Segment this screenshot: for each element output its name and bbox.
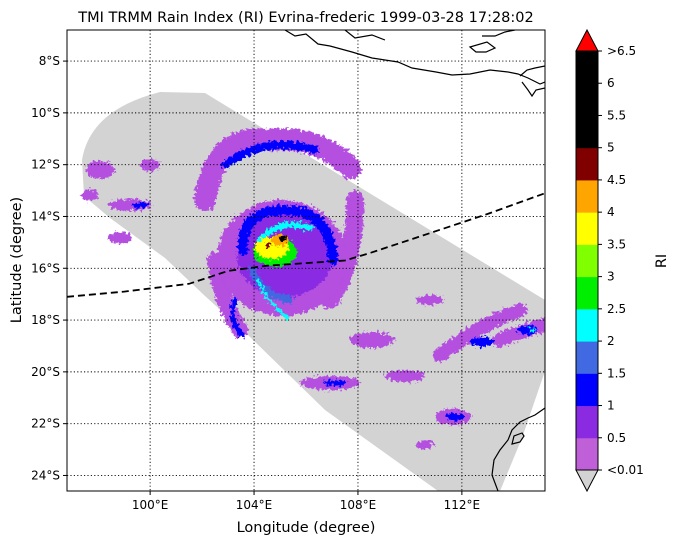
x-tick-label: 108°E — [340, 498, 377, 512]
colorbar-bin — [576, 308, 598, 342]
lat-lon-grid — [67, 30, 545, 491]
x-tick-label: 100°E — [132, 498, 169, 512]
colorbar-bin — [576, 405, 598, 439]
colorbar-tick-label: 2 — [607, 334, 615, 348]
storm-track — [67, 192, 545, 298]
colorbar-tick-label: 4.5 — [607, 173, 626, 187]
colorbar-tick-label: 5.5 — [607, 108, 626, 122]
colorbar-label: RI — [654, 254, 670, 268]
colorbar-over-triangle — [575, 28, 599, 52]
y-tick-label: 22°S — [31, 417, 60, 431]
colorbar-tick-label: 1.5 — [607, 366, 626, 380]
colorbar-tick-label: 0.5 — [607, 431, 626, 445]
y-tick-label: 18°S — [31, 313, 60, 327]
y-tick-label: 14°S — [31, 209, 60, 223]
colorbar-tick-label: 3 — [607, 270, 615, 284]
colorbar-bin — [576, 115, 598, 149]
colorbar-tick-label: 1 — [607, 399, 615, 413]
colorbar-bin — [576, 341, 598, 374]
colorbar-tick-label: 3.5 — [607, 237, 626, 251]
colorbar-top-label: >6.5 — [607, 44, 636, 58]
colorbar-tick-label: <0.01 — [607, 463, 644, 477]
colorbar-tick-label: 4 — [607, 205, 615, 219]
latitude-ticks: 8°S 10°S 12°S 14°S 16°S 18°S 20°S 22°S 24°S — [31, 54, 67, 482]
colorbar-tick-label: 5 — [607, 141, 615, 155]
y-tick-label: 12°S — [31, 158, 60, 172]
colorbar-bin — [576, 437, 598, 471]
map-axes — [66, 29, 546, 492]
colorbar-tick-label: 6 — [607, 76, 615, 90]
colorbar: <0.01 0.5 1 1.5 2 2.5 3 3.5 4 4.5 5 5.5 6 >6.5 RI — [575, 28, 670, 493]
colorbar-bin — [576, 373, 598, 407]
x-axis-label: Longitude (degree) — [237, 520, 376, 536]
longitude-ticks: 100°E 104°E 108°E 112°E — [132, 491, 480, 512]
colorbar-bin — [576, 179, 598, 213]
colorbar-bin — [576, 147, 598, 181]
coastlines — [284, 30, 545, 491]
y-tick-label: 10°S — [31, 106, 60, 120]
colorbar-under-triangle — [575, 469, 599, 493]
colorbar-bin — [576, 244, 598, 278]
chart-title: TMI TRMM Rain Index (RI) Evrina-frederic… — [77, 10, 534, 26]
rain-field — [82, 128, 545, 449]
colorbar-tick-label: 2.5 — [607, 302, 626, 316]
colorbar-bin — [576, 51, 598, 84]
x-tick-label: 104°E — [236, 498, 273, 512]
colorbar-bin — [576, 276, 598, 310]
y-tick-label: 16°S — [31, 261, 60, 275]
colorbar-bin — [576, 212, 598, 245]
x-tick-label: 112°E — [444, 498, 481, 512]
y-tick-label: 20°S — [31, 365, 60, 379]
y-axis-label: Latitude (degree) — [9, 197, 25, 323]
y-tick-label: 8°S — [39, 54, 60, 68]
colorbar-bin — [576, 83, 598, 116]
y-tick-label: 24°S — [31, 468, 60, 482]
